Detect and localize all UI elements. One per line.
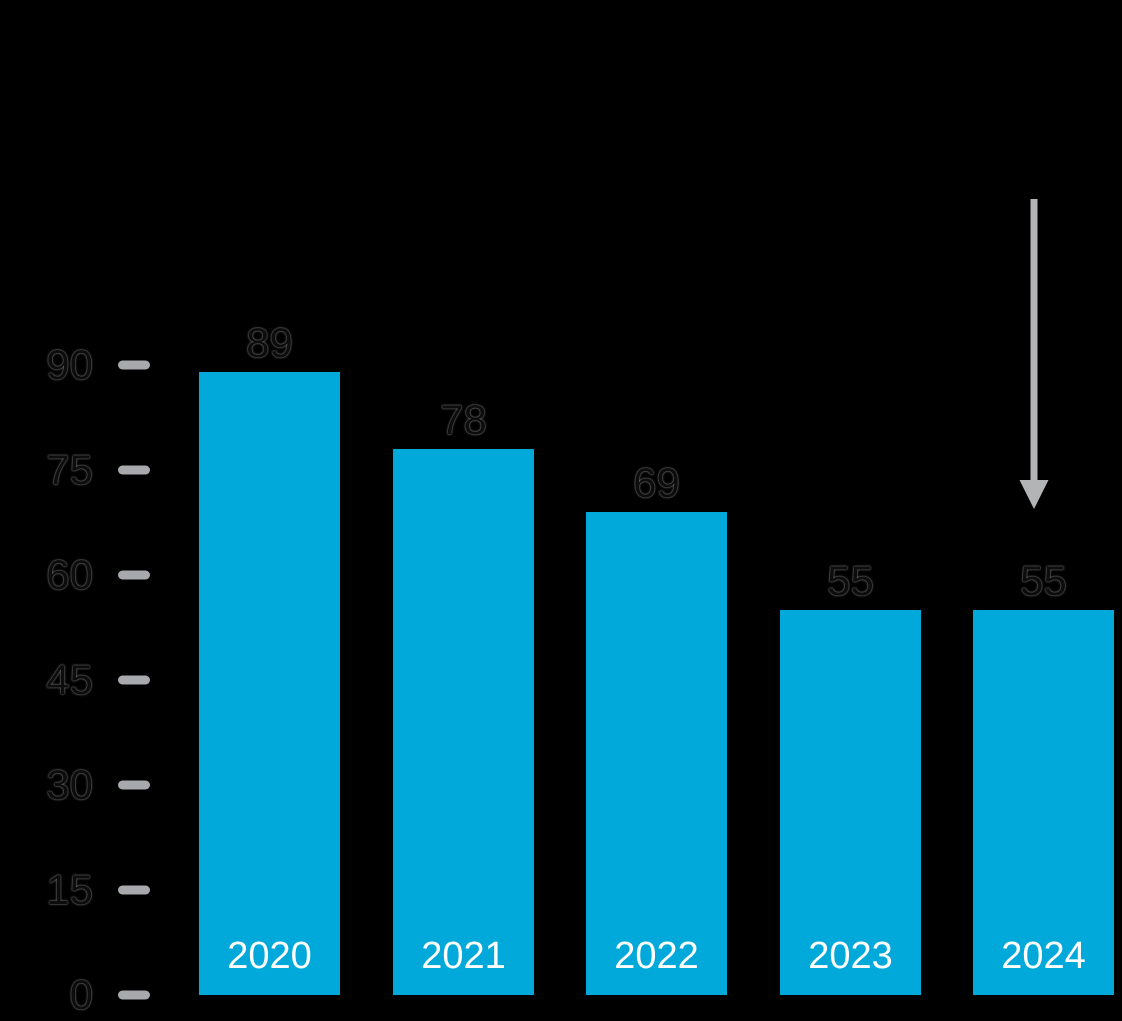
bar-value-label: 69	[633, 459, 680, 506]
bar-category-label: 2023	[808, 935, 893, 977]
y-tick-mark	[118, 675, 150, 685]
down-arrow-head	[1019, 480, 1049, 509]
y-tick-mark	[118, 990, 150, 1000]
y-tick-label: 60	[46, 551, 93, 598]
bar	[973, 610, 1114, 995]
bar-value-label: 89	[246, 319, 293, 366]
y-tick-label: 75	[46, 446, 93, 493]
y-tick-label: 30	[46, 761, 93, 808]
bar	[393, 449, 534, 995]
down-arrow-icon	[1019, 199, 1049, 509]
bar-category-label: 2021	[421, 935, 506, 977]
bar-category-label: 2022	[614, 935, 699, 977]
y-tick-mark	[118, 780, 150, 790]
y-tick-mark	[118, 885, 150, 895]
bar-value-label: 55	[1020, 557, 1067, 604]
bar-category-label: 2020	[227, 935, 312, 977]
y-tick-mark	[118, 465, 150, 475]
y-tick-label: 90	[46, 341, 93, 388]
y-tick-label: 45	[46, 656, 93, 703]
down-arrow-shaft	[1030, 199, 1038, 483]
bar	[586, 512, 727, 995]
y-tick-mark	[118, 570, 150, 580]
y-tick-label: 15	[46, 866, 93, 913]
y-tick-mark	[118, 360, 150, 370]
bar-value-label: 55	[827, 557, 874, 604]
bar	[199, 372, 340, 995]
bar-value-label: 78	[440, 396, 487, 443]
y-tick-label: 0	[69, 971, 93, 1018]
bar-category-label: 2024	[1001, 935, 1086, 977]
bar	[780, 610, 921, 995]
